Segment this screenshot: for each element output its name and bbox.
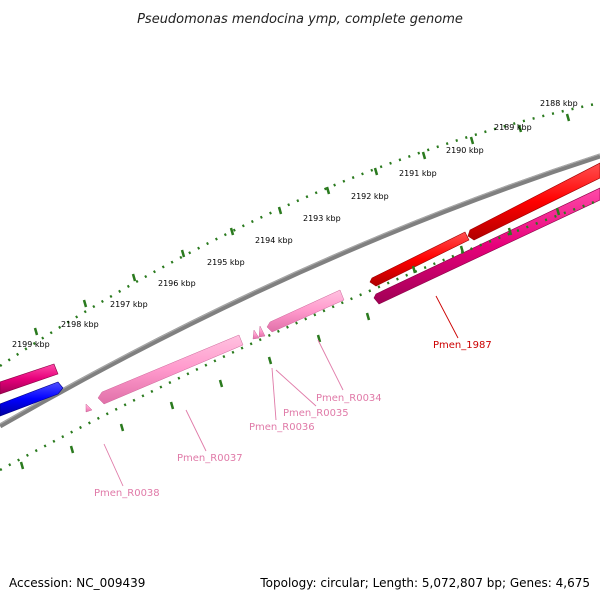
outer-tick-track: [0, 101, 600, 368]
gene-red-1: [369, 231, 470, 287]
genome-backbone-highlight: [0, 153, 600, 425]
tick-label: 2195 kbp: [207, 258, 245, 267]
tick-label: 2191 kbp: [399, 169, 437, 178]
major-tick: [169, 401, 175, 410]
major-tick: [507, 227, 513, 236]
leader-lines: [103, 295, 459, 487]
rna-pmen-r0034: [266, 289, 345, 333]
major-tick: [373, 167, 379, 176]
leader-pmen-r0037: [185, 409, 207, 452]
major-tick: [565, 113, 571, 122]
major-tick: [459, 245, 465, 254]
map-title: Pseudomonas mendocina ymp, complete geno…: [137, 12, 463, 27]
genome-stats-text: Topology: circular; Length: 5,072,807 bp…: [259, 576, 590, 590]
tick-label: 2189 kbp: [494, 123, 532, 132]
major-tick: [316, 334, 322, 343]
major-tick: [33, 327, 39, 336]
genome-backbone: [0, 153, 600, 429]
major-tick: [517, 124, 523, 133]
major-tick: [180, 249, 186, 258]
label-pmen-r0034: Pmen_R0034: [316, 393, 382, 404]
tick-label: 2190 kbp: [446, 146, 484, 155]
gene-magenta-pmen-1987: [373, 187, 600, 305]
tick-label: 2199 kbp: [12, 340, 50, 349]
major-tick: [218, 379, 224, 388]
major-tick: [229, 227, 235, 236]
outer-major-ticks: [33, 113, 571, 336]
gene-red-2: [467, 162, 600, 241]
tick-label: 2188 kbp: [540, 99, 578, 108]
major-tick: [69, 445, 75, 454]
major-tick: [82, 299, 88, 308]
leader-pmen-r0038: [103, 443, 124, 487]
major-tick: [19, 461, 25, 470]
major-tick: [277, 206, 283, 215]
leader-pmen-r0034: [317, 339, 344, 391]
inner-major-ticks: [19, 207, 561, 470]
tick-label: 2198 kbp: [61, 320, 99, 329]
tick-label: 2196 kbp: [158, 279, 196, 288]
gene-magenta-left: [0, 363, 59, 395]
major-tick: [119, 423, 125, 432]
tick-label: 2194 kbp: [255, 236, 293, 245]
tick-labels: 2188 kbp 2189 kbp 2190 kbp 2191 kbp 2192…: [12, 99, 578, 349]
gene-blue-left: [0, 381, 64, 417]
tick-label: 2192 kbp: [351, 192, 389, 201]
rna-pmen-r0036: [252, 329, 260, 340]
major-tick: [365, 312, 371, 321]
leader-pmen-1987: [435, 295, 459, 339]
rna-pmen-r0038: [85, 403, 93, 413]
rna-pmen-r0035: [258, 325, 266, 338]
rna-features: [85, 289, 345, 413]
tick-label: 2197 kbp: [110, 300, 148, 309]
tick-label: 2193 kbp: [303, 214, 341, 223]
major-tick: [421, 151, 427, 160]
label-pmen-1987: Pmen_1987: [433, 340, 492, 351]
major-tick: [469, 136, 475, 145]
major-tick: [325, 186, 331, 195]
leader-pmen-r0036: [271, 367, 277, 421]
label-pmen-r0037: Pmen_R0037: [177, 453, 243, 464]
leader-pmen-r0035: [275, 369, 317, 407]
label-pmen-r0035: Pmen_R0035: [283, 408, 349, 419]
major-tick: [267, 356, 273, 365]
forward-genes: [0, 162, 600, 417]
label-pmen-r0038: Pmen_R0038: [94, 488, 160, 499]
label-pmen-r0036: Pmen_R0036: [249, 422, 315, 433]
rna-pmen-r0037: [97, 334, 244, 405]
accession-text: Accession: NC_009439: [9, 576, 145, 590]
major-tick: [411, 265, 417, 274]
major-tick: [131, 273, 137, 282]
major-tick: [555, 207, 561, 216]
